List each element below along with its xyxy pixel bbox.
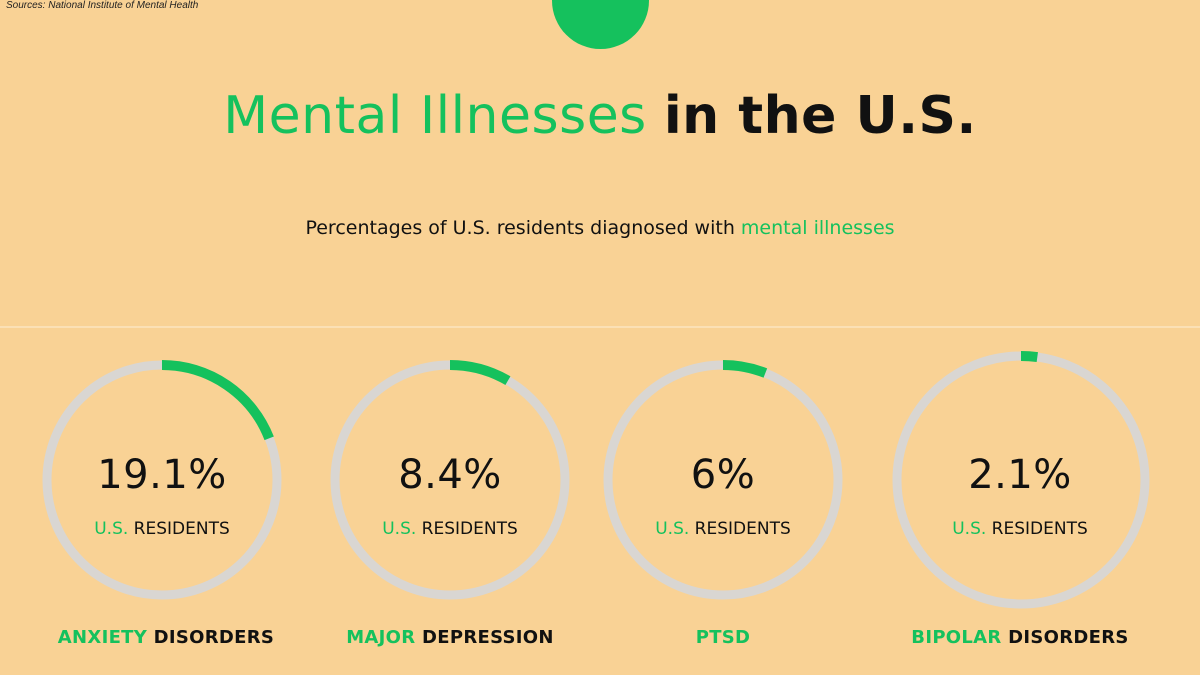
category-highlight: MAJOR (346, 627, 416, 648)
category-label: PTSD (573, 627, 873, 648)
ring-subtext-rest: RESIDENTS (694, 519, 791, 539)
ring-progress-arc (449, 360, 511, 386)
ring-subtext-highlight: U.S. (952, 519, 987, 539)
title-highlight: Mental Illnesses (223, 86, 647, 146)
ring-value: 8.4% (398, 452, 502, 498)
ring-subtext-rest: RESIDENTS (991, 519, 1088, 539)
category-label: BIPOLAR DISORDERS (870, 627, 1170, 648)
ring-progress-arc (722, 360, 768, 378)
ring-subtext-rest: RESIDENTS (421, 519, 518, 539)
subtitle-highlight: mental illnesses (740, 217, 895, 239)
category-highlight: ANXIETY (57, 627, 148, 648)
ring-subtext-highlight: U.S. (655, 519, 690, 539)
category-rest: DISORDERS (153, 627, 275, 648)
category-highlight: PTSD (695, 627, 751, 648)
category-label: MAJOR DEPRESSION (300, 627, 600, 648)
ring-value: 2.1% (968, 452, 1072, 498)
section-divider (0, 326, 1200, 328)
ring-progress-arc (1020, 351, 1038, 363)
page-title: Mental Illnesses in the U.S. (0, 86, 1200, 146)
category-label: ANXIETY DISORDERS (16, 627, 316, 648)
subtitle: Percentages of U.S. residents diagnosed … (0, 217, 1200, 239)
category-highlight: BIPOLAR (911, 627, 1002, 648)
title-rest: in the U.S. (663, 86, 977, 146)
ring-subtext: U.S. RESIDENTS (330, 519, 570, 539)
ring-value: 19.1% (97, 452, 227, 498)
ring-value: 6% (690, 452, 756, 498)
ring-progress-arc (161, 360, 274, 441)
subtitle-text: Percentages of U.S. residents diagnosed … (305, 217, 735, 239)
ring-subtext: U.S. RESIDENTS (603, 519, 843, 539)
ring-subtext-rest: RESIDENTS (133, 519, 230, 539)
source-note: Sources: National Institute of Mental He… (6, 0, 199, 11)
ring-subtext-highlight: U.S. (94, 519, 129, 539)
category-rest: DEPRESSION (422, 627, 554, 648)
ring-subtext: U.S. RESIDENTS (900, 519, 1140, 539)
ring-subtext: U.S. RESIDENTS (42, 519, 282, 539)
ring-subtext-highlight: U.S. (382, 519, 417, 539)
category-rest: DISORDERS (1008, 627, 1129, 648)
